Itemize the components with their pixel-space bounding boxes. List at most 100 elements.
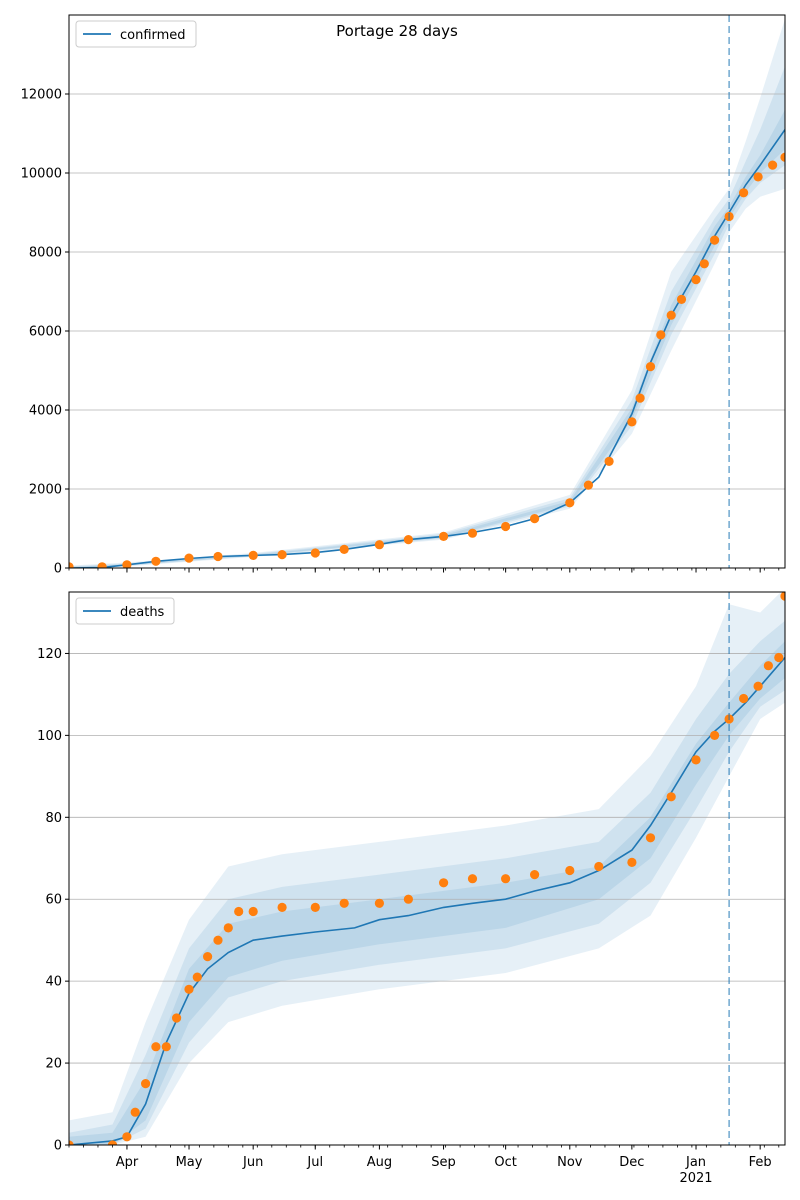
uncertainty-band-inner	[69, 109, 785, 568]
deaths-y-ticks: 0 20 40 60 80 100 120	[37, 647, 69, 1154]
confirmed-observed-point	[467, 528, 478, 538]
y-tick-label: 0	[54, 562, 62, 577]
deaths-observed-point	[565, 865, 575, 876]
confirmed-series	[69, 129, 785, 568]
x-tick-label: Oct	[494, 1155, 516, 1170]
confirmed-observed-point	[604, 456, 614, 466]
confirmed-observed-point	[530, 514, 540, 524]
confirmed-gridlines	[69, 93, 785, 490]
deaths-observed-point	[691, 755, 701, 765]
deaths-observed-point	[666, 792, 676, 802]
x-tick-label: Jul	[306, 1155, 323, 1170]
confirmed-observed-point	[565, 498, 575, 508]
deaths-observed-point	[151, 1042, 161, 1052]
confirmed-observed-point	[151, 556, 161, 566]
x-tick-label: May	[176, 1155, 203, 1170]
deaths-observed-point	[339, 898, 349, 908]
confirmed-observed-point	[122, 560, 132, 568]
y-tick-label: 20	[45, 1057, 62, 1072]
deaths-observed-point	[69, 1140, 74, 1145]
confirmed-observed-point	[635, 393, 645, 403]
uncertainty-band-inner	[69, 641, 785, 1145]
confirmed-x-ticks	[68, 568, 780, 573]
confirmed-observed-point	[656, 330, 666, 340]
x-tick-label: Apr	[116, 1155, 139, 1170]
legend-entry-confirmed: confirmed	[120, 28, 186, 43]
y-tick-label: 60	[45, 893, 62, 908]
uncertainty-band-outer	[69, 592, 785, 1145]
confirmed-observed-point	[676, 294, 687, 304]
deaths-observed-point	[203, 952, 213, 962]
confirmed-observed-point	[184, 553, 194, 563]
deaths-line	[69, 656, 785, 1145]
confirmed-observed-point	[501, 521, 511, 532]
confirmed-observed-point	[439, 531, 449, 542]
deaths-observed-point	[501, 874, 511, 884]
confirmed-legend: confirmed	[75, 20, 197, 48]
y-tick-label: 0	[54, 1139, 62, 1154]
deaths-observed-point	[403, 894, 413, 904]
x-tick-label: Aug	[367, 1155, 392, 1170]
deaths-observed-point	[753, 681, 763, 691]
x-tick-year-label: 2021	[679, 1171, 712, 1186]
confirmed-observed-point	[374, 540, 384, 550]
confirmed-bands	[69, 18, 785, 568]
legend-entry-deaths: deaths	[120, 605, 165, 620]
deaths-observed-point	[374, 898, 384, 908]
confirmed-observed-point	[780, 152, 785, 162]
confirmed-observed-point	[97, 562, 107, 568]
deaths-panel: 0 20 40 60 80 100 120 Apr May Jun Jul Aug Sep Oct Nov…	[37, 591, 786, 1186]
deaths-observed-point	[122, 1132, 132, 1142]
deaths-observed-point	[645, 833, 656, 843]
x-tick-label: Nov	[557, 1155, 583, 1170]
deaths-series	[69, 592, 785, 1145]
y-tick-label: 12000	[21, 88, 62, 103]
x-tick-label: Jun	[242, 1155, 263, 1170]
confirmed-observed-point	[403, 535, 413, 545]
deaths-observed-point	[627, 857, 637, 868]
confirmed-observed-point	[768, 160, 778, 170]
deaths-observed-point	[107, 1140, 118, 1145]
y-tick-label: 120	[37, 647, 62, 662]
uncertainty-band-middle	[69, 66, 785, 568]
confirmed-observed-point	[691, 275, 701, 285]
confirmed-observed-point	[69, 562, 74, 568]
confirmed-observed-point	[583, 480, 594, 490]
deaths-observed-point	[710, 730, 720, 741]
deaths-observed-point	[161, 1042, 171, 1052]
deaths-observed-point	[184, 984, 194, 994]
y-tick-label: 40	[45, 975, 62, 990]
deaths-observed-point	[774, 652, 784, 663]
deaths-x-ticks: Apr May Jun Jul Aug Sep Oct Nov Dec Jan Feb 2021	[68, 1145, 780, 1186]
confirmed-y-ticks: 0 2000 4000 6000 8000 10000 12000	[21, 88, 69, 577]
confirmed-panel: 0 2000 4000 6000 8000 10000 12000 confirmed Po…	[21, 14, 786, 577]
deaths-bands	[69, 592, 785, 1145]
confirmed-observed-point	[645, 362, 656, 372]
confirmed-observed-point	[627, 417, 637, 427]
confirmed-observed-point	[699, 259, 709, 269]
y-tick-label: 8000	[29, 246, 62, 261]
y-tick-label: 10000	[21, 167, 62, 182]
deaths-observed-point	[223, 923, 233, 933]
deaths-observed-point	[130, 1107, 140, 1117]
deaths-observed-point	[234, 906, 244, 917]
confirmed-observed-point	[310, 548, 320, 558]
confirmed-observed-point	[739, 188, 749, 198]
y-tick-label: 4000	[29, 404, 62, 419]
confirmed-observed-point	[666, 310, 676, 320]
confirmed-observed-point	[753, 172, 763, 182]
deaths-axes-frame	[68, 591, 786, 1146]
deaths-legend: deaths	[75, 597, 175, 625]
deaths-observed-point	[192, 972, 202, 982]
confirmed-observed-point	[277, 550, 287, 560]
x-tick-label: Sep	[431, 1155, 456, 1170]
legend-box	[75, 20, 197, 48]
deaths-observed-point	[172, 1013, 182, 1023]
x-tick-label: Jan	[685, 1155, 706, 1170]
confirmed-observed-point	[213, 551, 223, 562]
deaths-observed-point	[213, 935, 223, 945]
deaths-observed-point	[467, 874, 478, 884]
uncertainty-band-middle	[69, 620, 785, 1145]
legend-box	[75, 597, 175, 625]
